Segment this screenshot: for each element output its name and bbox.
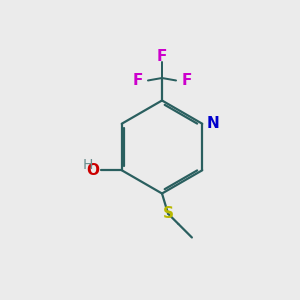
Text: H: H bbox=[83, 158, 93, 172]
Text: F: F bbox=[182, 73, 192, 88]
Text: N: N bbox=[207, 116, 220, 131]
Text: S: S bbox=[163, 206, 173, 221]
Text: F: F bbox=[157, 49, 167, 64]
Text: F: F bbox=[132, 73, 142, 88]
Text: O: O bbox=[86, 163, 99, 178]
